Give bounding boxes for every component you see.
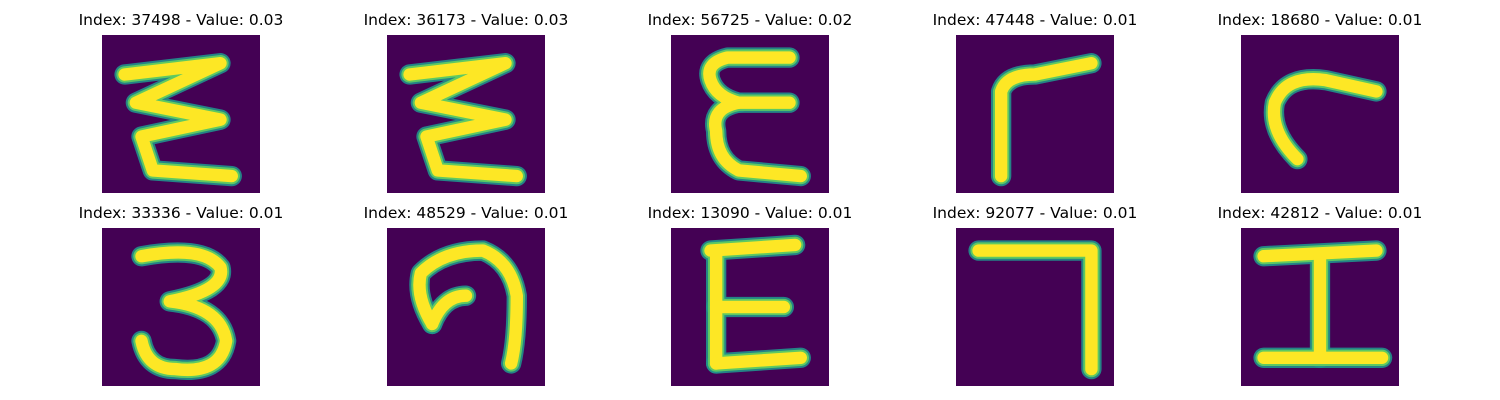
glyph-image <box>1241 35 1399 193</box>
glyph-stroke-core <box>118 57 238 183</box>
glyph-image <box>102 35 260 193</box>
panel-title: Index: 36173 - Value: 0.03 <box>363 11 569 29</box>
panel-title: Index: 18680 - Value: 0.01 <box>1217 11 1423 29</box>
glyph-image <box>671 35 829 193</box>
glyph-image <box>387 35 545 193</box>
glyph-image <box>956 228 1114 386</box>
panel-title: Index: 92077 - Value: 0.01 <box>932 204 1138 222</box>
glyph-stroke-core <box>972 244 1098 376</box>
glyph-stroke-core <box>1267 73 1383 166</box>
glyph-stroke-core <box>403 57 523 183</box>
glyph-image <box>102 228 260 386</box>
panel-title: Index: 33336 - Value: 0.01 <box>78 204 284 222</box>
glyph-image <box>956 35 1114 193</box>
panel-title: Index: 48529 - Value: 0.01 <box>363 204 569 222</box>
glyph-stroke-core <box>709 351 807 370</box>
glyph-stroke-core <box>135 246 233 377</box>
glyph-stroke-core <box>704 238 802 257</box>
glyph-stroke-core <box>413 244 523 370</box>
panel-title: Index: 37498 - Value: 0.03 <box>78 11 284 29</box>
glyph-image <box>387 228 545 386</box>
glyph-stroke-core <box>709 96 807 183</box>
glyph-stroke-core <box>425 289 473 331</box>
panel-title: Index: 56725 - Value: 0.02 <box>647 11 853 29</box>
panel-title: Index: 42812 - Value: 0.01 <box>1217 204 1423 222</box>
panel-title: Index: 13090 - Value: 0.01 <box>647 204 853 222</box>
glyph-image <box>1241 228 1399 386</box>
panel-title: Index: 47448 - Value: 0.01 <box>932 11 1138 29</box>
glyph-stroke-core <box>994 57 1098 183</box>
glyph-image <box>671 228 829 386</box>
